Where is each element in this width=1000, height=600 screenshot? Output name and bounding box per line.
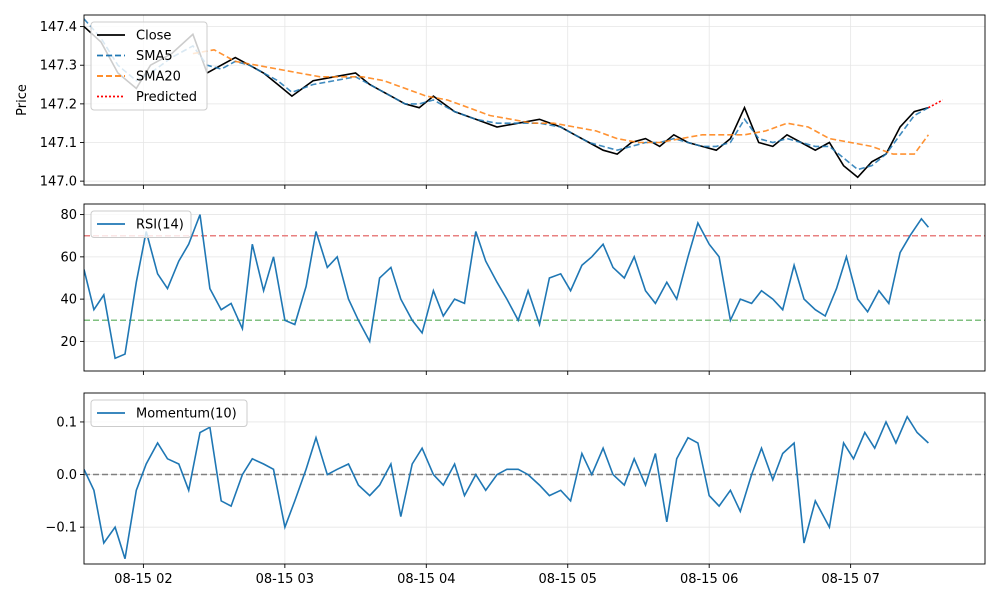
legend: RSI(14) [90, 210, 192, 238]
legend-box [90, 21, 208, 111]
legend-box [90, 210, 192, 238]
series-line-sma20 [192, 48, 930, 155]
x-tick-label: 08-15 06 [680, 572, 738, 587]
y-tick-label: 0.0 [56, 468, 77, 483]
series-line-close [84, 26, 929, 179]
y-tick-label: 147.3 [40, 59, 77, 74]
legend-box [90, 399, 248, 427]
legend-entry: Predicted [136, 90, 197, 105]
legend: Momentum(10) [90, 399, 248, 427]
series-line-predicted [928, 99, 943, 109]
legend-entry: SMA20 [136, 70, 181, 85]
axes-frame [83, 392, 986, 565]
y-tick-label: 147.1 [40, 136, 77, 151]
panel-2: 20 40 60 80 RSI(14) [60, 203, 986, 375]
axes-frame [83, 203, 986, 372]
y-tick-label: −0.1 [45, 521, 77, 536]
panel-3: −0.1 0.0 0.1 08-15 02 08-15 03 08-15 04 08-15 … [45, 392, 986, 587]
series-line-momentum-10 [84, 414, 929, 559]
x-tick-label: 08-15 04 [397, 572, 455, 587]
y-axis-label: Price [15, 84, 30, 116]
legend-entry: Close [136, 29, 171, 44]
x-tick-label: 08-15 07 [821, 572, 879, 587]
x-tick-label: 08-15 02 [114, 572, 172, 587]
legend-entry: SMA5 [136, 49, 173, 64]
legend-entry: Momentum(10) [136, 407, 237, 422]
x-tick-label: 08-15 03 [256, 572, 314, 587]
y-tick-label: 40 [60, 293, 77, 308]
x-tick-label: 08-15 05 [539, 572, 597, 587]
y-tick-label: 0.1 [56, 415, 77, 430]
legend: Close SMA5 SMA20 Predicted [90, 21, 208, 111]
y-tick-label: 80 [60, 208, 77, 223]
y-tick-label: 147.0 [40, 175, 77, 190]
y-tick-label: 147.2 [40, 97, 77, 112]
y-tick-label: 60 [60, 250, 77, 265]
panel-1: 147.0 147.1 147.2 147.3 147.4 Price Close SMA5 S… [15, 14, 986, 190]
y-tick-label: 147.4 [40, 20, 77, 35]
series-line-rsi-14 [84, 214, 930, 360]
series-line-sma5 [84, 18, 929, 171]
axes-frame [83, 14, 986, 186]
y-tick-label: 20 [60, 335, 77, 350]
legend-entry: RSI(14) [136, 218, 184, 233]
